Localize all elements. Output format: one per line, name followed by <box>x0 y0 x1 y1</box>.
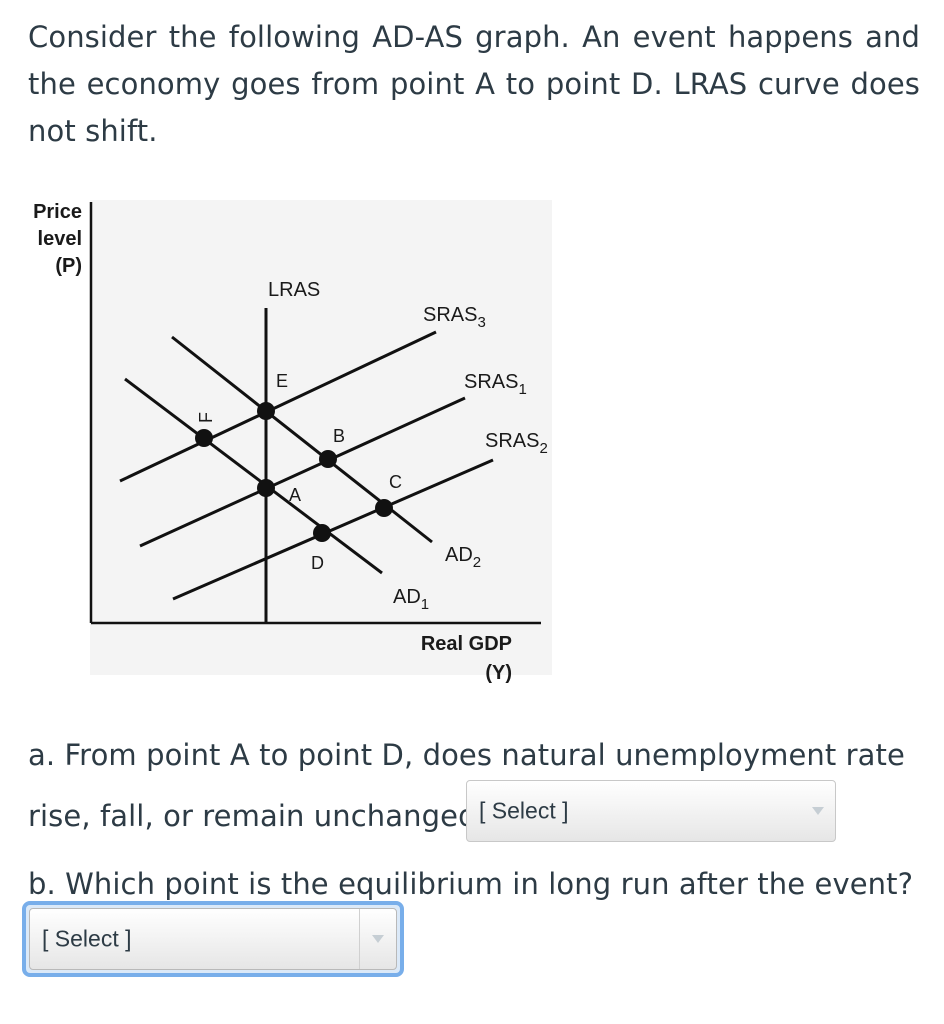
point-a-label: A <box>289 485 301 505</box>
point-c-label: C <box>389 472 402 492</box>
answer-b-dropdown-toggle[interactable] <box>359 909 396 969</box>
ad1-curve <box>124 377 383 575</box>
sras3-curve <box>119 330 437 483</box>
ad-as-graph: Price level (P) Real GDP (Y) LRAS SRAS3 … <box>33 200 552 684</box>
point-e-marker <box>257 402 275 420</box>
point-c-marker <box>375 499 393 517</box>
sras2-label: SRAS2 <box>485 430 548 457</box>
point-d-marker <box>313 524 331 542</box>
x-axis-label-line1: Real GDP <box>421 633 512 655</box>
answer-b-dropdown[interactable]: [ Select ] <box>29 908 397 970</box>
point-d-label: D <box>311 553 324 573</box>
y-axis-label-line3: (P) <box>55 255 82 277</box>
ad2-label: AD2 <box>445 544 481 571</box>
point-b-marker <box>319 450 337 468</box>
chevron-down-icon <box>372 935 384 943</box>
sras1-label: SRAS1 <box>464 371 527 398</box>
point-e-label: E <box>276 371 288 391</box>
point-f-label: F <box>196 412 216 423</box>
x-axis-label-line2: (Y) <box>485 662 512 684</box>
answer-a-dropdown-toggle[interactable] <box>801 781 835 841</box>
question-b-text: b. Which point is the equilibrium in lon… <box>28 867 914 901</box>
point-f-marker <box>195 429 213 447</box>
sras3-label: SRAS3 <box>423 304 486 331</box>
lras-label: LRAS <box>268 279 320 301</box>
graph-background <box>90 200 552 675</box>
chevron-down-icon <box>812 807 824 815</box>
sras1-curve <box>139 396 466 548</box>
answer-b-selected-value: [ Select ] <box>42 925 132 952</box>
answer-a-selected-value: [ Select ] <box>479 797 569 824</box>
y-axis-label-line1: Price <box>33 201 82 223</box>
y-axis-label-line2: level <box>38 228 82 250</box>
sras2-curve <box>172 458 494 601</box>
answer-a-dropdown[interactable]: [ Select ] <box>466 780 836 842</box>
ad1-label: AD1 <box>393 586 429 613</box>
point-b-label: B <box>333 426 345 446</box>
answer-b-focus-ring: [ Select ] <box>22 901 404 977</box>
question-a-text-cont: rise, fall, or remain unchanged? <box>28 799 493 833</box>
question-a-text: a. From point A to point D, does natural… <box>28 738 905 772</box>
point-a-marker <box>257 479 275 497</box>
question-intro: Consider the following AD-AS graph. An e… <box>28 20 920 148</box>
